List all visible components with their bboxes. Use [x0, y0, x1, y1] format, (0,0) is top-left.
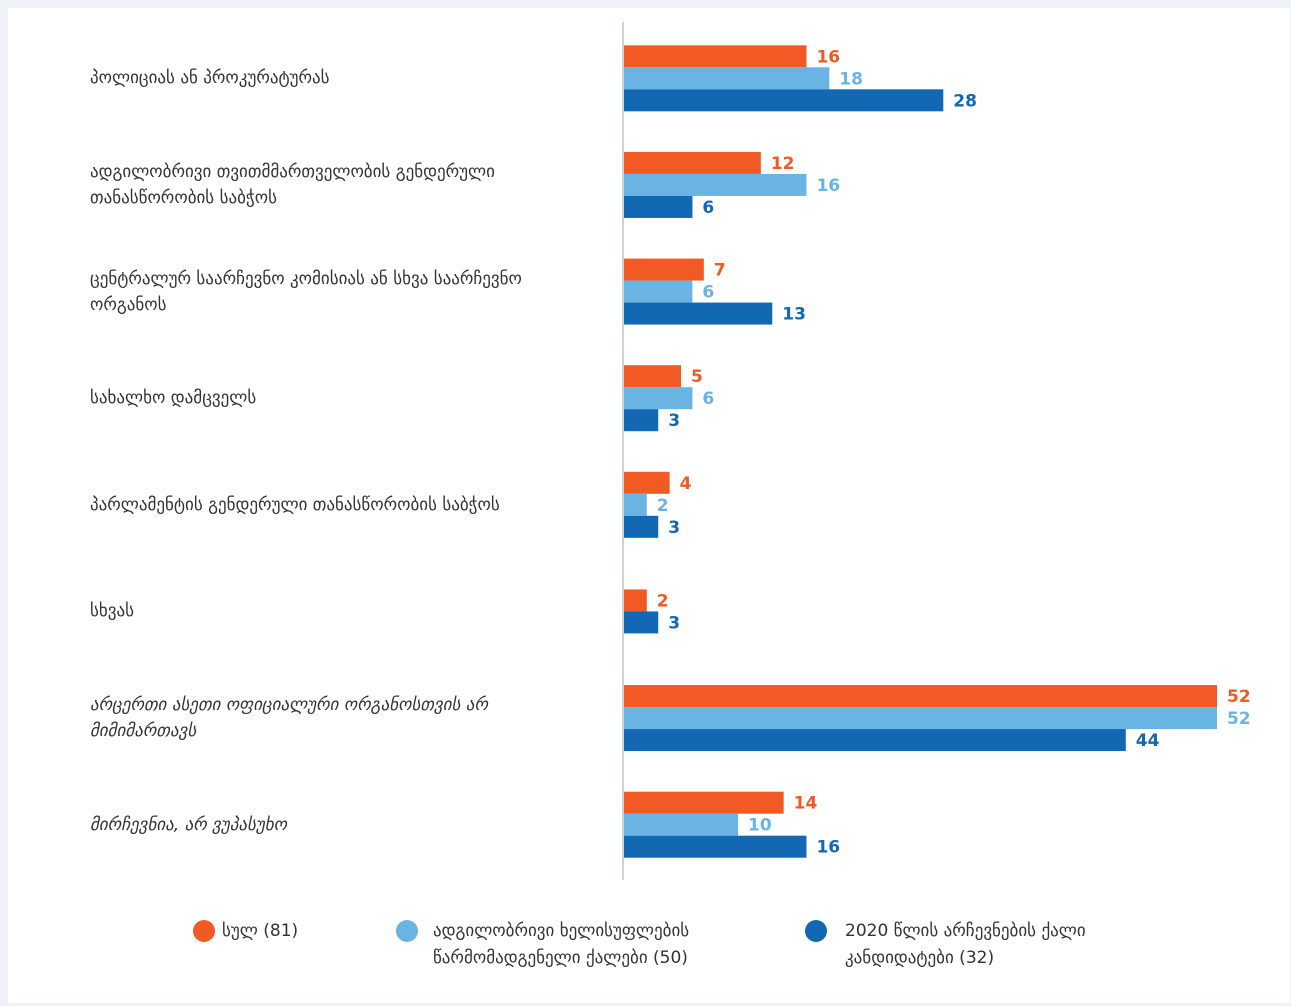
value-label: 6	[702, 198, 714, 218]
legend-marker	[193, 920, 215, 942]
category-label: პარლამენტის გენდერული თანასწორობის საბჭო…	[90, 494, 500, 515]
bar	[624, 707, 1217, 730]
value-label: 3	[668, 518, 680, 538]
value-label: 16	[816, 47, 840, 67]
legend-label: ადგილობრივი ხელისუფლების წარმომადგენელი …	[433, 921, 690, 968]
bar	[624, 195, 693, 218]
bar	[624, 151, 761, 174]
bar	[624, 813, 739, 836]
value-label: 13	[782, 305, 806, 325]
bar	[624, 67, 830, 90]
bar	[624, 471, 670, 494]
category-label: ცენტრალურ საარჩევნო კომისიას ან სხვა საა…	[90, 268, 522, 315]
value-label: 2	[657, 496, 669, 516]
bar	[624, 835, 807, 858]
bar	[624, 258, 704, 281]
category-label: ადგილობრივი თვითმმართველობის გენდერული თ…	[90, 161, 495, 208]
value-label: 12	[771, 154, 795, 174]
bar	[624, 280, 693, 303]
value-label: 16	[816, 176, 840, 196]
bar	[624, 387, 693, 410]
value-label: 3	[668, 411, 680, 431]
value-label: 6	[702, 389, 714, 409]
value-label: 3	[668, 613, 680, 633]
legend-label: 2020 წლის არჩევნების ქალი კანდიდატები (3…	[845, 921, 1086, 968]
bar	[624, 365, 682, 388]
value-label: 6	[702, 283, 714, 303]
legend-marker	[805, 920, 827, 942]
value-label: 2	[657, 591, 669, 611]
bar	[624, 791, 784, 814]
bar	[624, 685, 1217, 708]
value-label: 7	[714, 261, 726, 281]
category-label: მირჩევნია, არ ვუპასუხო	[90, 814, 288, 835]
bar	[624, 589, 647, 612]
value-label: 44	[1136, 731, 1160, 751]
bar	[624, 493, 647, 516]
bar	[624, 173, 807, 196]
bar	[624, 89, 944, 112]
value-label: 5	[691, 367, 703, 387]
category-label: პოლიციას ან პროკურატურას	[90, 68, 330, 89]
bar	[624, 515, 659, 538]
category-label: სახალხო დამცველს	[90, 388, 257, 409]
bar	[624, 45, 807, 68]
bar	[624, 729, 1126, 752]
bar	[624, 302, 773, 325]
value-label: 10	[748, 816, 772, 836]
legend-label: სულ (81)	[222, 921, 299, 941]
value-label: 16	[816, 838, 840, 858]
value-label: 28	[953, 91, 977, 111]
category-label: არცერთი ასეთი ოფიციალური ორგანოსთვის არ …	[90, 695, 488, 742]
value-label: 4	[680, 474, 692, 494]
value-label: 52	[1227, 709, 1251, 729]
value-label: 14	[794, 794, 818, 814]
legend-marker	[396, 920, 418, 942]
category-label: სხვას	[90, 601, 134, 622]
value-label: 18	[839, 69, 863, 89]
bar	[624, 409, 659, 432]
value-label: 52	[1227, 687, 1251, 707]
bar	[624, 611, 659, 634]
